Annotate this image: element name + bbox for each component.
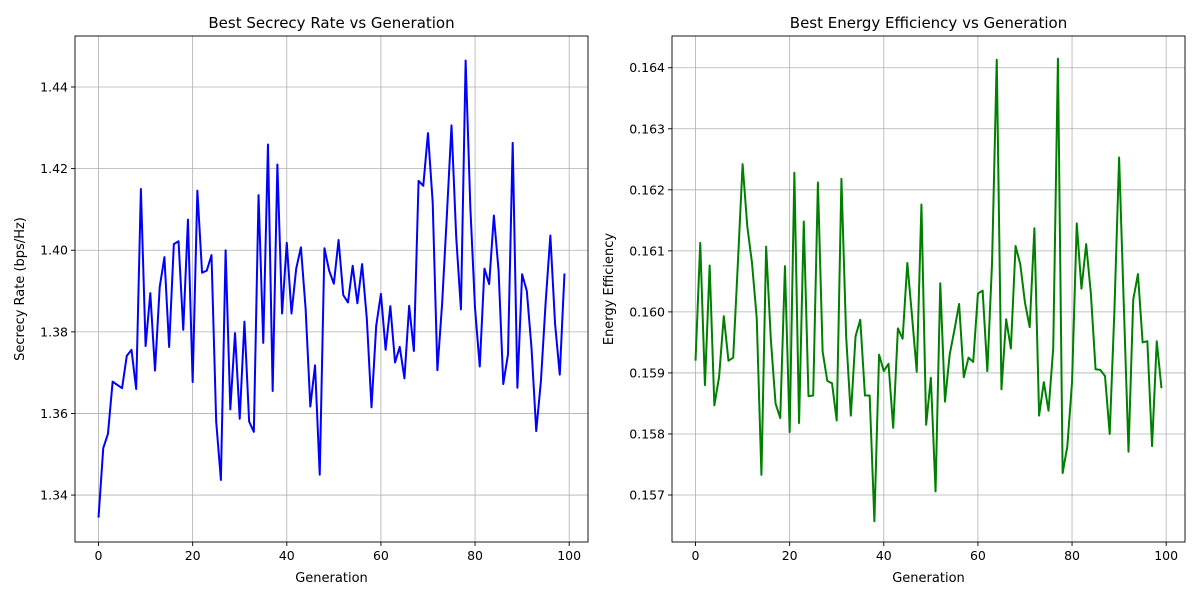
energy-y-tick-label: 0.158 bbox=[629, 426, 665, 441]
energy-y-tick-label: 0.160 bbox=[629, 304, 665, 319]
energy-x-tick-label: 100 bbox=[1154, 548, 1178, 563]
secrecy-chart-title: Best Secrecy Rate vs Generation bbox=[208, 14, 454, 32]
energy-y-tick-label: 0.161 bbox=[629, 243, 665, 258]
secrecy-y-axis-label: Secrecy Rate (bps/Hz) bbox=[13, 217, 28, 361]
secrecy-plot-frame bbox=[74, 35, 589, 543]
energy-x-tick-label: 60 bbox=[970, 548, 986, 563]
secrecy-x-tick-label: 40 bbox=[279, 548, 295, 563]
secrecy-x-tick-label: 0 bbox=[95, 548, 103, 563]
energy-plot-frame bbox=[671, 35, 1186, 543]
secrecy-x-tick-label: 100 bbox=[557, 548, 581, 563]
energy-series-line bbox=[694, 57, 1163, 523]
secrecy-chart: 0 20 40 60 80 100 1.34 1.36 1.38 1.40 1.42 1.44 Best… bbox=[13, 14, 589, 586]
energy-x-tick-label: 40 bbox=[876, 548, 892, 563]
energy-y-tick-label: 0.163 bbox=[629, 121, 665, 136]
energy-x-tick-label: 80 bbox=[1064, 548, 1080, 563]
secrecy-x-tick-label: 80 bbox=[467, 548, 483, 563]
secrecy-series-line bbox=[97, 59, 566, 518]
energy-x-tick-label: 20 bbox=[782, 548, 798, 563]
secrecy-y-tick-label: 1.38 bbox=[40, 324, 68, 339]
secrecy-y-tick-label: 1.44 bbox=[40, 80, 68, 95]
energy-chart: 0 20 40 60 80 100 0.157 0.158 0.159 0.160 0.161 0.1… bbox=[602, 14, 1186, 586]
energy-y-tick-label: 0.159 bbox=[629, 365, 665, 380]
energy-y-tick-label: 0.157 bbox=[629, 488, 665, 503]
secrecy-x-axis-label: Generation bbox=[295, 571, 368, 586]
energy-chart-title: Best Energy Efficiency vs Generation bbox=[790, 14, 1067, 32]
secrecy-y-tick-label: 1.42 bbox=[40, 161, 68, 176]
secrecy-x-tick-label: 60 bbox=[373, 548, 389, 563]
energy-x-tick-label: 0 bbox=[692, 548, 700, 563]
secrecy-y-tick-label: 1.40 bbox=[40, 243, 68, 258]
secrecy-y-tick-label: 1.34 bbox=[40, 488, 68, 503]
energy-y-axis-label: Energy Efficiency bbox=[602, 233, 617, 346]
energy-y-tick-label: 0.162 bbox=[629, 182, 665, 197]
secrecy-x-tick-label: 20 bbox=[185, 548, 201, 563]
energy-x-axis-label: Generation bbox=[892, 571, 965, 586]
energy-y-tick-label: 0.164 bbox=[629, 60, 665, 75]
secrecy-y-tick-label: 1.36 bbox=[40, 406, 68, 421]
